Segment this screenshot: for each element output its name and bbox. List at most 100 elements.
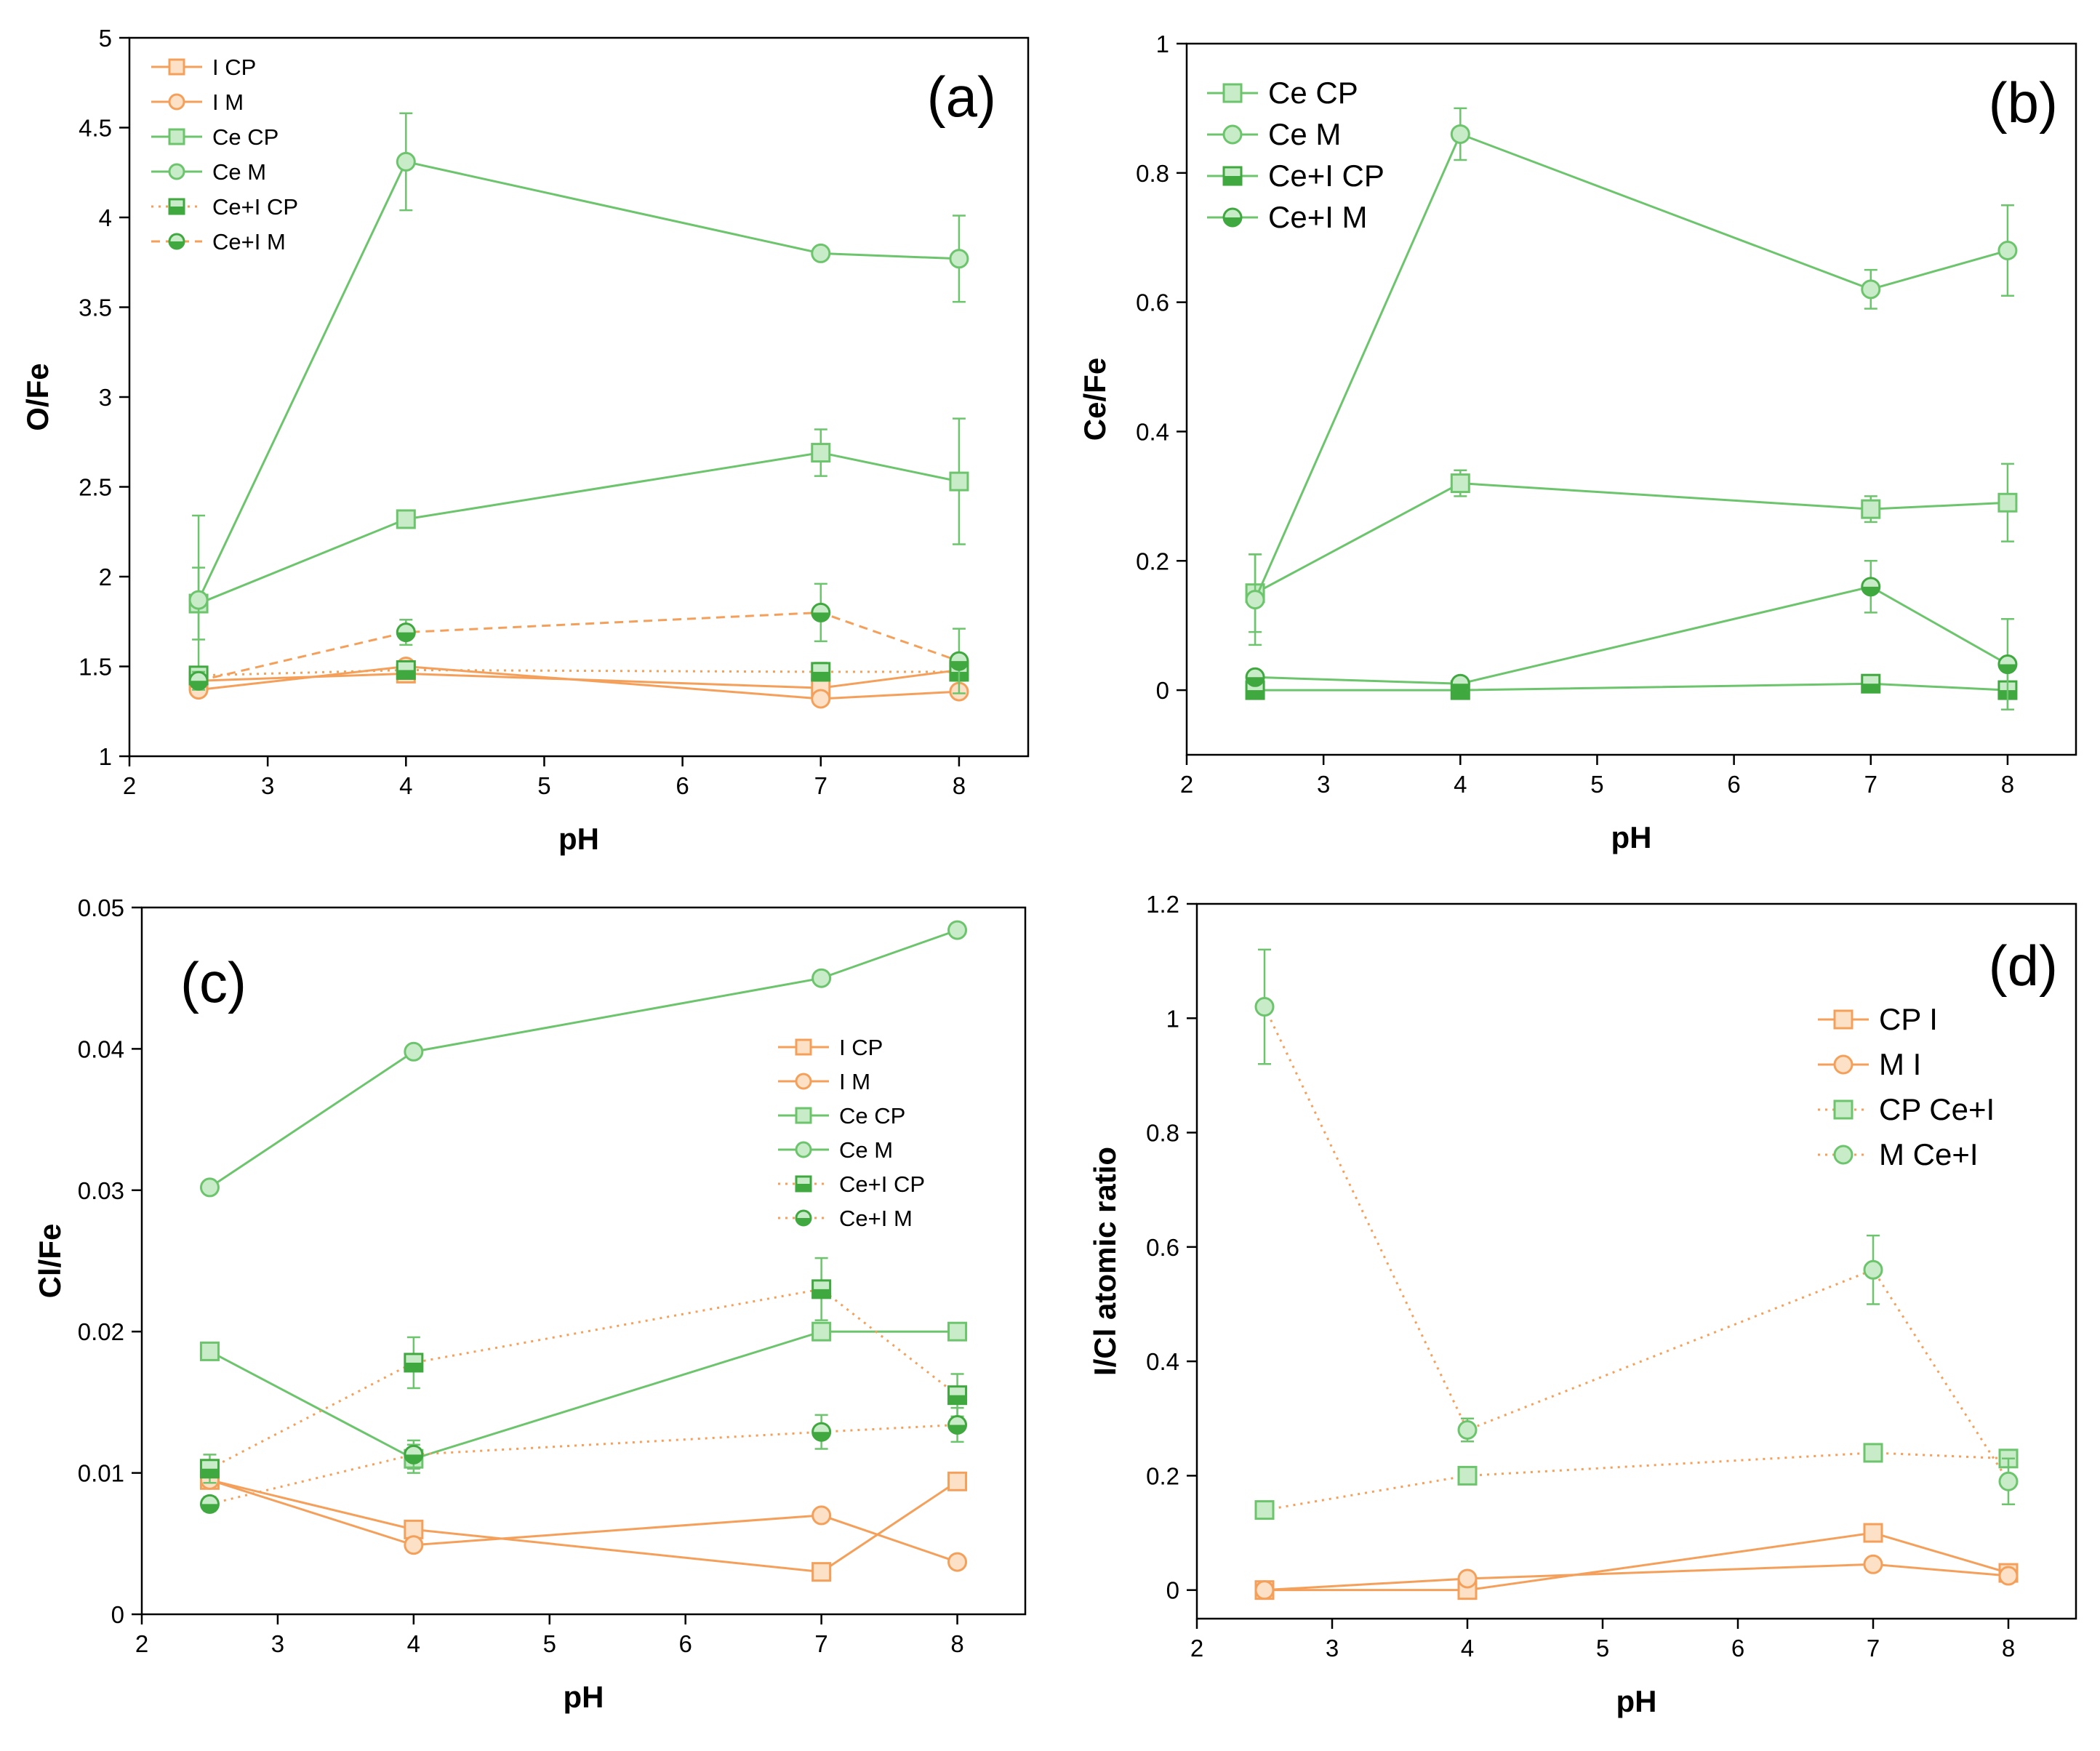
legend-label: Ce CP <box>1268 76 1358 110</box>
legend-label: Ce M <box>1268 117 1341 151</box>
y-tick-label: 5 <box>99 25 112 52</box>
y-tick-label: 0 <box>1156 677 1169 704</box>
series-cp-i <box>1254 1523 2019 1600</box>
series-line <box>209 929 958 1189</box>
x-tick-label: 5 <box>1590 771 1603 798</box>
legend-label: Ce M <box>839 1137 893 1163</box>
data-point <box>1254 1580 1275 1600</box>
data-point <box>396 509 416 529</box>
series-ce-i-cp <box>1245 670 2018 711</box>
data-point <box>1863 1554 1883 1574</box>
series-line <box>198 611 960 682</box>
data-point <box>811 968 832 988</box>
y-tick-label: 3 <box>99 384 112 411</box>
y-tick-label: 4.5 <box>79 115 112 142</box>
x-tick-label: 3 <box>261 772 274 799</box>
panel-a: 2 3 4 5 6 7 8 1 1.5 2 2.5 3 3.5 4 4.5 5 pH O/Fe (a) I CP I M… <box>20 25 1030 856</box>
y-tick-label: 3.5 <box>79 294 112 321</box>
series-i-m <box>199 1470 968 1572</box>
legend-marker <box>168 58 185 76</box>
data-point <box>811 1279 832 1299</box>
series-ce-m <box>199 920 968 1198</box>
y-tick-label: 2.5 <box>79 474 112 501</box>
series-line <box>1265 1531 2009 1592</box>
data-point <box>1245 590 1265 610</box>
legend-marker <box>168 198 185 215</box>
legend-marker <box>795 1209 812 1227</box>
legend-marker <box>1222 166 1243 186</box>
data-point <box>404 1353 424 1373</box>
y-tick-label: 0.2 <box>1146 1462 1179 1489</box>
data-point <box>1997 654 2018 675</box>
data-point <box>1861 499 1881 519</box>
legend-marker <box>1833 1009 1853 1030</box>
data-point <box>1863 1259 1883 1280</box>
y-axis-label: Cl/Fe <box>33 1224 67 1299</box>
y-tick-label: 0.2 <box>1136 548 1169 574</box>
series-ce-i-m <box>188 582 969 694</box>
y-tick-label: 2 <box>99 564 112 590</box>
y-axis-label: I/Cl atomic ratio <box>1088 1147 1122 1376</box>
legend-label: Ce+I CP <box>212 194 298 220</box>
x-tick-label: 5 <box>543 1630 556 1657</box>
legend-marker <box>168 233 185 250</box>
x-tick-label: 2 <box>123 772 136 799</box>
data-point <box>1457 1465 1478 1486</box>
x-tick-label: 4 <box>1461 1635 1474 1662</box>
legend-label: M I <box>1879 1047 1921 1081</box>
x-tick-label: 8 <box>2002 1635 2015 1662</box>
legend-label: Ce+I M <box>212 229 286 255</box>
data-point <box>947 1385 968 1406</box>
x-tick-label: 7 <box>1867 1635 1880 1662</box>
data-point <box>1997 241 2018 261</box>
x-axis-label: pH <box>1616 1684 1657 1718</box>
series-line <box>1264 1563 2009 1592</box>
legend-marker <box>1833 1099 1853 1120</box>
panel-c: 2 3 4 5 6 7 8 0 0.01 0.02 0.03 0.04 0.05 pH Cl/Fe (c) I … <box>33 894 1027 1714</box>
x-tick-label: 5 <box>537 772 550 799</box>
y-tick-label: 0.4 <box>1146 1348 1179 1375</box>
legend-marker <box>168 163 185 180</box>
panel-label: (c) <box>180 950 247 1014</box>
data-point <box>1457 1419 1478 1440</box>
x-tick-label: 6 <box>1727 771 1740 798</box>
x-axis-label: pH <box>1611 820 1652 854</box>
series-cp-ce-i <box>1254 1443 2019 1520</box>
legend-marker <box>168 128 185 145</box>
legend-label: I M <box>212 89 244 115</box>
y-tick-label: 4 <box>99 204 112 231</box>
data-point <box>1254 1500 1275 1520</box>
legend: I CP I M Ce CP Ce M Ce+I CP Ce+I M <box>778 1035 925 1231</box>
data-point <box>1450 124 1470 144</box>
data-point <box>1450 473 1470 494</box>
y-tick-label: 1 <box>99 743 112 770</box>
legend-marker <box>795 1073 812 1090</box>
x-tick-label: 4 <box>1454 771 1467 798</box>
data-point <box>396 622 416 643</box>
legend-marker <box>1833 1054 1853 1075</box>
legend-marker <box>795 1141 812 1158</box>
data-point <box>811 1505 832 1526</box>
x-tick-label: 4 <box>399 772 412 799</box>
series-ce-i-m <box>1245 560 2018 711</box>
legend-label: CP I <box>1879 1002 1938 1036</box>
data-point <box>199 1459 220 1479</box>
y-tick-label: 0.4 <box>1136 418 1169 445</box>
y-tick-label: 1 <box>1166 1005 1179 1032</box>
series-line <box>1264 1451 2009 1512</box>
y-tick-label: 0.8 <box>1146 1120 1179 1147</box>
x-tick-label: 5 <box>1596 1635 1609 1662</box>
x-tick-label: 8 <box>953 772 966 799</box>
data-point <box>199 1177 220 1198</box>
legend-label: Ce+I M <box>1268 200 1368 234</box>
legend-marker <box>1222 124 1243 145</box>
panel-label: (b) <box>1989 71 2058 135</box>
y-tick-label: 0.8 <box>1136 160 1169 187</box>
data-point <box>396 660 416 680</box>
legend-label: Ce+I CP <box>839 1171 925 1197</box>
x-tick-label: 6 <box>1731 1635 1744 1662</box>
y-tick-label: 0.02 <box>78 1318 124 1345</box>
legend-marker <box>1222 207 1243 228</box>
series-ce-cp <box>188 417 969 641</box>
data-point <box>811 1562 832 1582</box>
